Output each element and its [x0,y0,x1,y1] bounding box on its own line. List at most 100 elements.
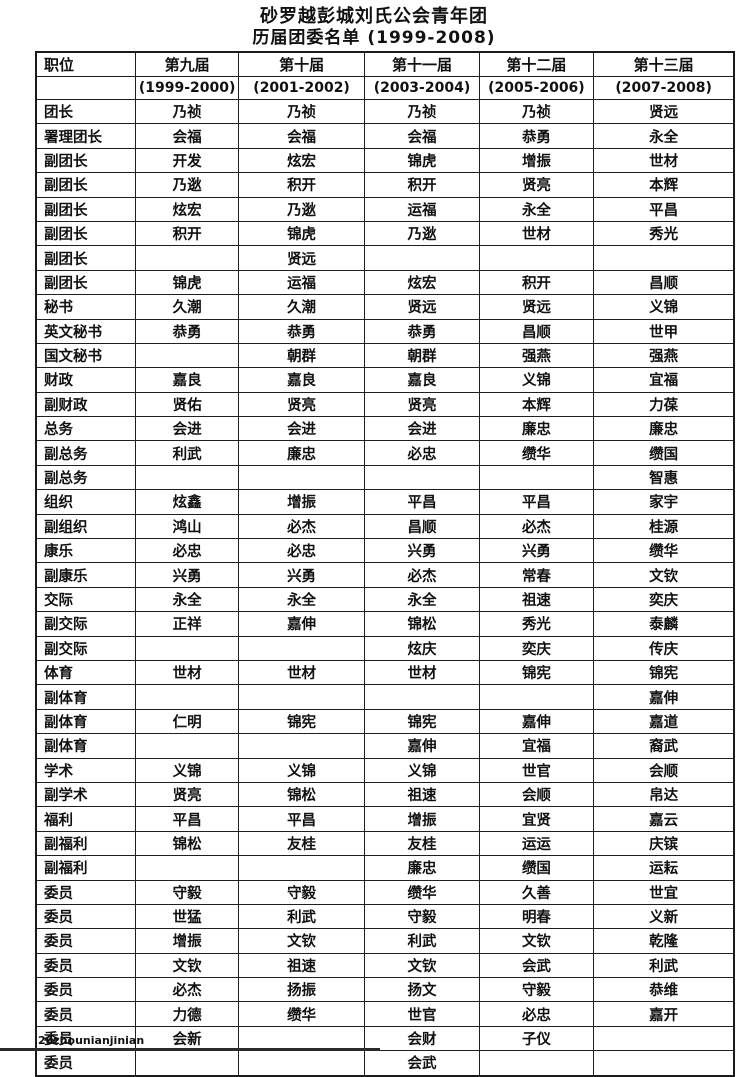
member-name-cell: 友桂 [237,830,366,857]
member-name-cell: 裔武 [593,733,735,759]
position-cell: 副团长 [35,269,137,296]
position-cell: 国文秘书 [35,342,137,369]
member-name-cell: 锦松 [237,781,366,808]
position-cell: 福利 [35,806,137,832]
position-cell: 英文秘书 [35,318,137,344]
member-name-cell: 利武 [237,903,366,930]
table-row: 副交际 炫庆 奕庆 传庆 [35,635,735,661]
member-name-cell [237,684,366,710]
member-name-cell: 宜福 [478,733,595,759]
member-name-cell: 扬文 [364,977,480,1003]
member-name-cell: 缵华 [478,440,595,466]
member-name-cell: 锦虎 [364,147,480,174]
member-name-cell [135,245,239,271]
member-name-cell [593,1050,735,1077]
member-name-cell: 永全 [237,586,366,613]
member-name-cell: 祖速 [364,781,480,808]
member-name-cell: 会进 [135,416,239,442]
member-name-cell: 兴勇 [135,562,239,588]
member-name-cell: 开发 [135,147,239,174]
member-name-cell: 贤远 [237,245,366,271]
table-row: 组织 炫鑫 增振 平昌 平昌 家宇 [35,489,735,515]
member-name-cell: 秀光 [478,611,595,637]
table-row: 交际 永全 永全 永全 祖速 奕庆 [35,586,735,613]
member-name-cell: 增振 [478,147,595,174]
member-name-cell: 守毅 [135,879,239,905]
member-name-cell: 世宜 [593,879,735,905]
column-header-term-9: 第九届 [135,51,239,77]
position-cell: 副福利 [35,830,137,857]
position-cell: 交际 [35,586,137,613]
position-cell: 副组织 [35,513,137,540]
member-name-cell: 运运 [478,830,595,857]
position-cell: 委员 [35,952,137,979]
member-name-cell: 恭勇 [237,318,366,344]
member-name-cell: 正祥 [135,611,239,637]
member-name-cell: 必杰 [237,513,366,540]
table-row: 康乐 必忠 必忠 兴勇 兴勇 缵华 [35,538,735,564]
member-name-cell: 永全 [593,123,735,149]
member-name-cell: 义锦 [135,757,239,783]
member-name-cell: 昌顺 [478,318,595,344]
member-name-cell: 锦宪 [593,659,735,686]
member-name-cell: 锦宪 [237,708,366,735]
member-name-cell: 贤亮 [478,172,595,198]
position-cell: 委员 [35,879,137,905]
member-name-cell: 嘉伸 [237,611,366,637]
member-name-cell: 必杰 [478,513,595,540]
position-cell: 委员 [35,1050,137,1077]
table-row: 副团长 贤远 [35,245,735,271]
member-name-cell: 世材 [593,147,735,174]
position-cell: 总务 [35,416,137,442]
member-name-cell: 兴勇 [478,538,595,564]
table-row: 国文秘书 朝群 朝群 强燕 强燕 [35,342,735,369]
table-row: 学术 义锦 义锦 义锦 世官 会顺 [35,757,735,783]
member-name-cell [237,855,366,881]
member-name-cell: 守毅 [364,903,480,930]
member-name-cell: 力葆 [593,391,735,418]
member-name-cell: 乃祯 [237,98,366,125]
member-name-cell: 会新 [135,1025,239,1052]
member-name-cell: 锦松 [135,830,239,857]
member-name-cell: 昌顺 [593,269,735,296]
position-cell: 康乐 [35,538,137,564]
position-cell: 组织 [35,489,137,515]
table-row: 副财政 贤佑 贤亮 贤亮 本辉 力葆 [35,391,735,418]
member-name-cell: 力德 [135,1001,239,1027]
table-row: 委员 必杰 扬振 扬文 守毅 恭维 [35,977,735,1003]
member-name-cell: 嘉开 [593,1001,735,1027]
member-name-cell: 会进 [237,416,366,442]
header-row-years: (1999-2000) (2001-2002) (2003-2004) (200… [35,76,735,100]
member-name-cell: 世材 [478,220,595,247]
column-header-position: 职位 [35,51,137,77]
member-name-cell: 义锦 [478,367,595,393]
column-header-term-10: 第十届 [237,51,366,77]
table-row: 副团长 锦虎 运福 炫宏 积开 昌顺 [35,269,735,296]
table-row: 委员 会新 会财 子仪 [35,1025,735,1052]
table-row: 副组织 鸿山 必杰 昌顺 必杰 桂源 [35,513,735,540]
position-cell: 副团长 [35,172,137,198]
member-name-cell: 仁明 [135,708,239,735]
member-name-cell: 帛达 [593,781,735,808]
member-name-cell: 必忠 [364,440,480,466]
member-name-cell: 贤远 [478,294,595,320]
position-cell: 副团长 [35,196,137,222]
table-row: 署理团长 会福 会福 会福 恭勇 永全 [35,123,735,149]
member-name-cell: 贤佑 [135,391,239,418]
table-row: 委员 增振 文钦 利武 文钦 乾隆 [35,928,735,954]
member-name-cell [364,245,480,271]
member-name-cell: 增振 [135,928,239,954]
member-name-cell: 锦虎 [135,269,239,296]
member-name-cell: 泰麟 [593,611,735,637]
member-name-cell: 嘉伸 [364,733,480,759]
page-subtitle: 历届团委名单 (1999-2008) [252,28,496,48]
member-name-cell: 强燕 [593,342,735,369]
member-name-cell: 平昌 [237,806,366,832]
member-name-cell: 炫宏 [364,269,480,296]
member-name-cell: 祖速 [237,952,366,979]
table-row: 福利 平昌 平昌 增振 宜贤 嘉云 [35,806,735,832]
member-name-cell: 秀光 [593,220,735,247]
member-name-cell: 廉忠 [478,416,595,442]
position-cell: 委员 [35,977,137,1003]
position-cell: 副学术 [35,781,137,808]
